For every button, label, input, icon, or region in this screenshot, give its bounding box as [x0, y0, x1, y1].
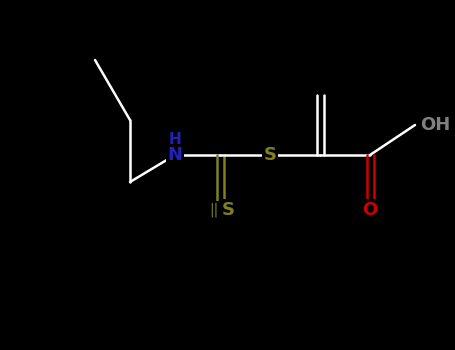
Text: H: H: [169, 132, 182, 147]
Text: N: N: [167, 146, 182, 164]
Text: S: S: [222, 201, 234, 219]
Text: S: S: [263, 146, 277, 164]
Text: OH: OH: [420, 116, 450, 134]
Text: ||: ||: [209, 203, 218, 217]
Text: O: O: [362, 201, 378, 219]
